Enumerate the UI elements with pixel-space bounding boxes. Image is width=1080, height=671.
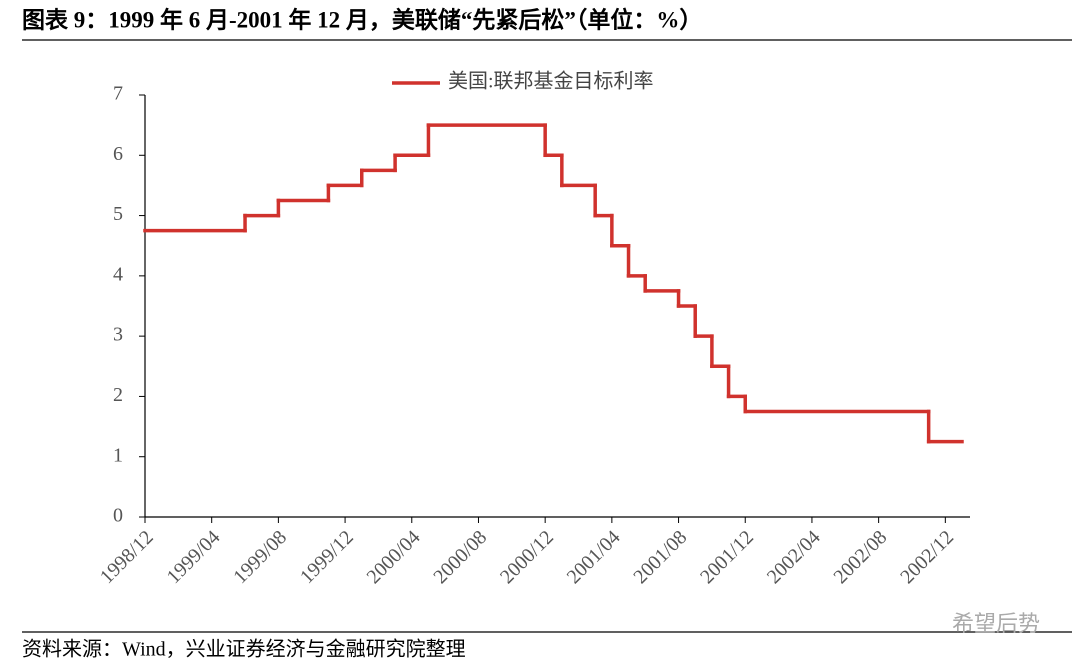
y-tick-label: 4 (113, 263, 123, 285)
x-tick-label: 2001/04 (563, 526, 625, 588)
x-tick-label: 2000/04 (363, 526, 425, 588)
x-tick-label: 1999/12 (296, 526, 358, 588)
y-tick-label: 5 (113, 203, 123, 225)
y-tick-label: 6 (113, 143, 123, 165)
x-tick-label: 2002/12 (896, 526, 958, 588)
x-tick-label: 2000/12 (496, 526, 558, 588)
y-tick-label: 3 (113, 324, 123, 346)
x-tick-label: 1999/04 (163, 526, 225, 588)
chart-title: 图表 9：1999 年 6 月-2001 年 12 月，美联储“先紧后松”（单位… (22, 6, 702, 32)
x-tick-label: 2000/08 (429, 526, 491, 588)
x-tick-label: 2001/12 (696, 526, 758, 588)
x-tick-label: 1999/08 (229, 526, 291, 588)
y-tick-label: 0 (113, 505, 123, 527)
source-note: 资料来源：Wind，兴业证券经济与金融研究院整理 (22, 638, 466, 661)
watermark: 希望后势 (952, 611, 1040, 636)
y-tick-label: 2 (113, 384, 123, 406)
x-tick-label: 1998/12 (96, 526, 158, 588)
legend-label: 美国:联邦基金目标利率 (448, 70, 654, 93)
x-tick-label: 2002/08 (830, 526, 892, 588)
y-tick-label: 1 (113, 444, 123, 466)
y-tick-label: 7 (113, 83, 123, 105)
x-tick-label: 2001/08 (629, 526, 691, 588)
x-tick-label: 2002/04 (763, 526, 825, 588)
